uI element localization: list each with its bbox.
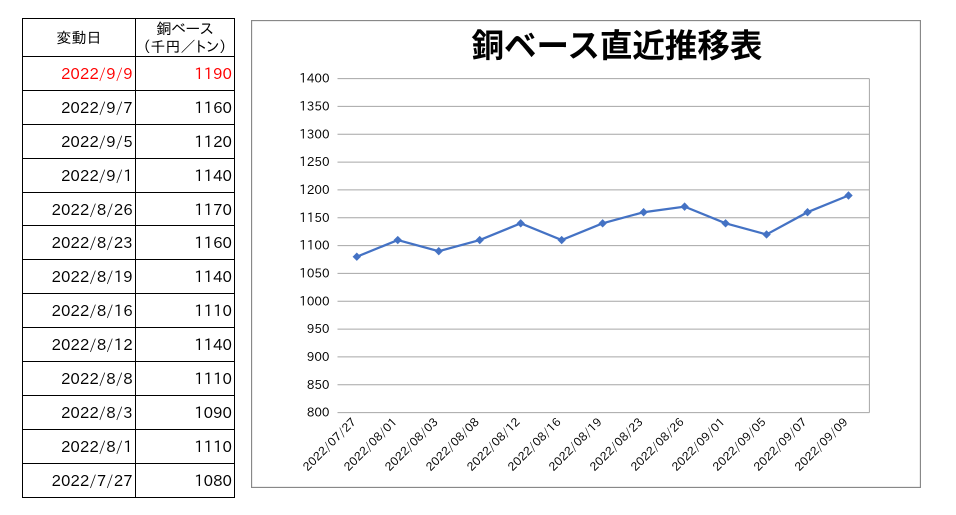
svg-text:850: 850 bbox=[307, 379, 330, 391]
svg-text:銅ベース直近推移表: 銅ベース直近推移表 bbox=[472, 20, 763, 67]
svg-text:1250: 1250 bbox=[299, 156, 329, 168]
svg-text:1200: 1200 bbox=[299, 184, 329, 196]
svg-text:1300: 1300 bbox=[299, 128, 329, 140]
svg-text:1350: 1350 bbox=[299, 100, 329, 112]
svg-text:950: 950 bbox=[307, 323, 330, 335]
svg-text:1000: 1000 bbox=[299, 295, 329, 307]
svg-text:1050: 1050 bbox=[299, 267, 329, 279]
svg-text:800: 800 bbox=[307, 407, 330, 419]
svg-text:900: 900 bbox=[307, 351, 330, 363]
svg-text:1150: 1150 bbox=[299, 212, 329, 224]
svg-text:1100: 1100 bbox=[299, 240, 329, 252]
svg-text:1400: 1400 bbox=[299, 73, 329, 85]
